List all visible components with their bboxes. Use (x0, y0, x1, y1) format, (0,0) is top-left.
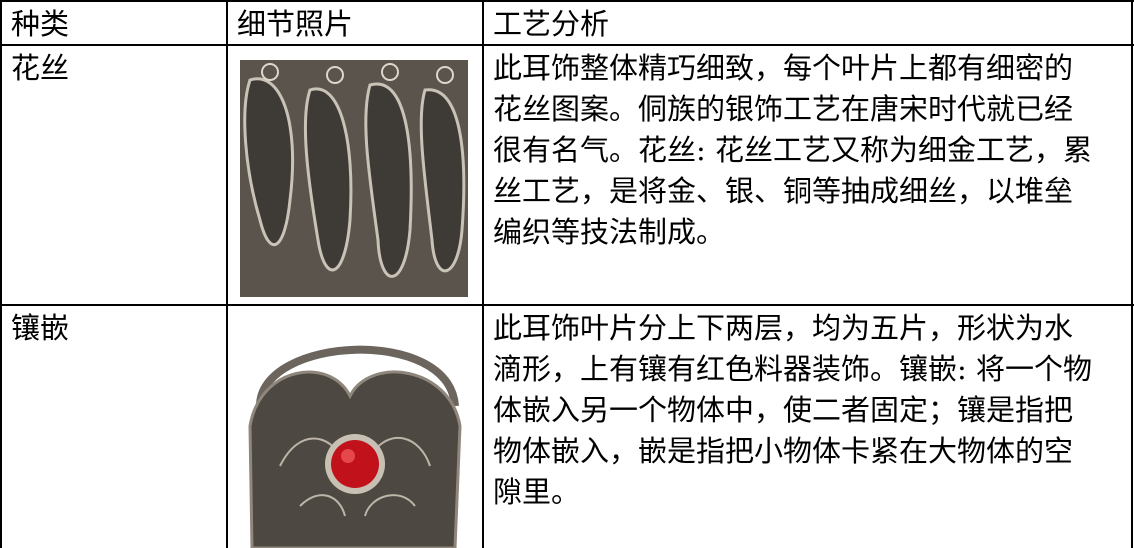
type-cell: 花丝 (11, 51, 70, 85)
inlay-photo (240, 316, 468, 548)
header-cell: 种类 (11, 7, 70, 41)
analysis-text: 此耳饰叶片分上下两层，均为五片，形状为水滴形，上有镶有红色料器装饰。镶嵌: 将一… (493, 311, 1092, 509)
header-cell: 细节照片 (237, 7, 354, 41)
border (482, 0, 484, 548)
border (0, 44, 1134, 46)
filigree-photo (240, 60, 468, 297)
border (0, 304, 1134, 306)
border (0, 0, 2, 548)
type-cell: 镶嵌 (11, 311, 70, 345)
border (226, 0, 228, 548)
analysis-text: 此耳饰整体精巧细致，每个叶片上都有细密的花丝图案。侗族的银饰工艺在唐宋时代就已经… (493, 51, 1092, 249)
border (0, 0, 1134, 2)
border (1131, 0, 1133, 548)
header-cell: 工艺分析 (493, 7, 610, 41)
